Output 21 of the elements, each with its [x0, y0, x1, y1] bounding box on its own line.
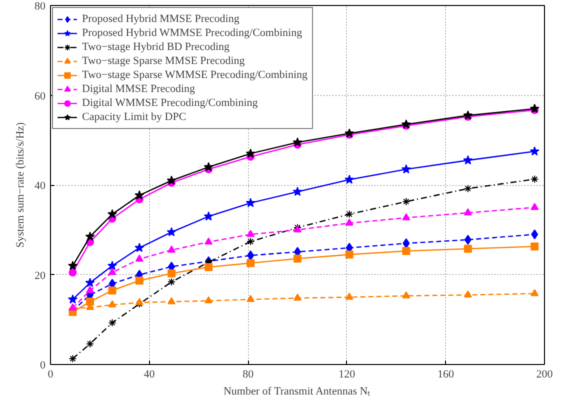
legend-label: Two−stage Sparse MMSE Precoding	[82, 54, 245, 68]
legend-label: Proposed Hybrid MMSE Precoding	[82, 12, 240, 26]
y-tick-label: 60	[34, 90, 46, 102]
legend-label: Digital WMMSE Precoding/Combining	[82, 96, 258, 110]
legend-label: Two−stage Sparse WMMSE Precoding/Combining	[82, 68, 308, 82]
x-tick-label: 80	[242, 368, 254, 380]
legend-label: Digital MMSE Precoding	[82, 82, 196, 96]
x-tick-label: 160	[437, 368, 454, 380]
y-axis-title: System sum−rate (bits/s/Hz)	[14, 122, 26, 248]
x-tick-label: 0	[48, 368, 54, 380]
x-tick-label: 120	[338, 368, 356, 380]
legend-label: Capacity Limit by DPC	[82, 110, 186, 124]
legend-label: Proposed Hybrid WMMSE Precoding/Combining	[82, 26, 302, 40]
y-tick-label: 80	[34, 0, 46, 12]
y-tick-label: 0	[40, 360, 46, 372]
legend-label: Two−stage Hybrid BD Precoding	[82, 40, 230, 54]
x-tick-label: 200	[536, 368, 554, 380]
y-tick-label: 20	[34, 270, 46, 282]
x-tick-label: 40	[144, 368, 156, 380]
x-axis-title: Number of Transmit Antennas Nₜ	[223, 386, 371, 398]
y-tick-label: 40	[34, 180, 46, 192]
